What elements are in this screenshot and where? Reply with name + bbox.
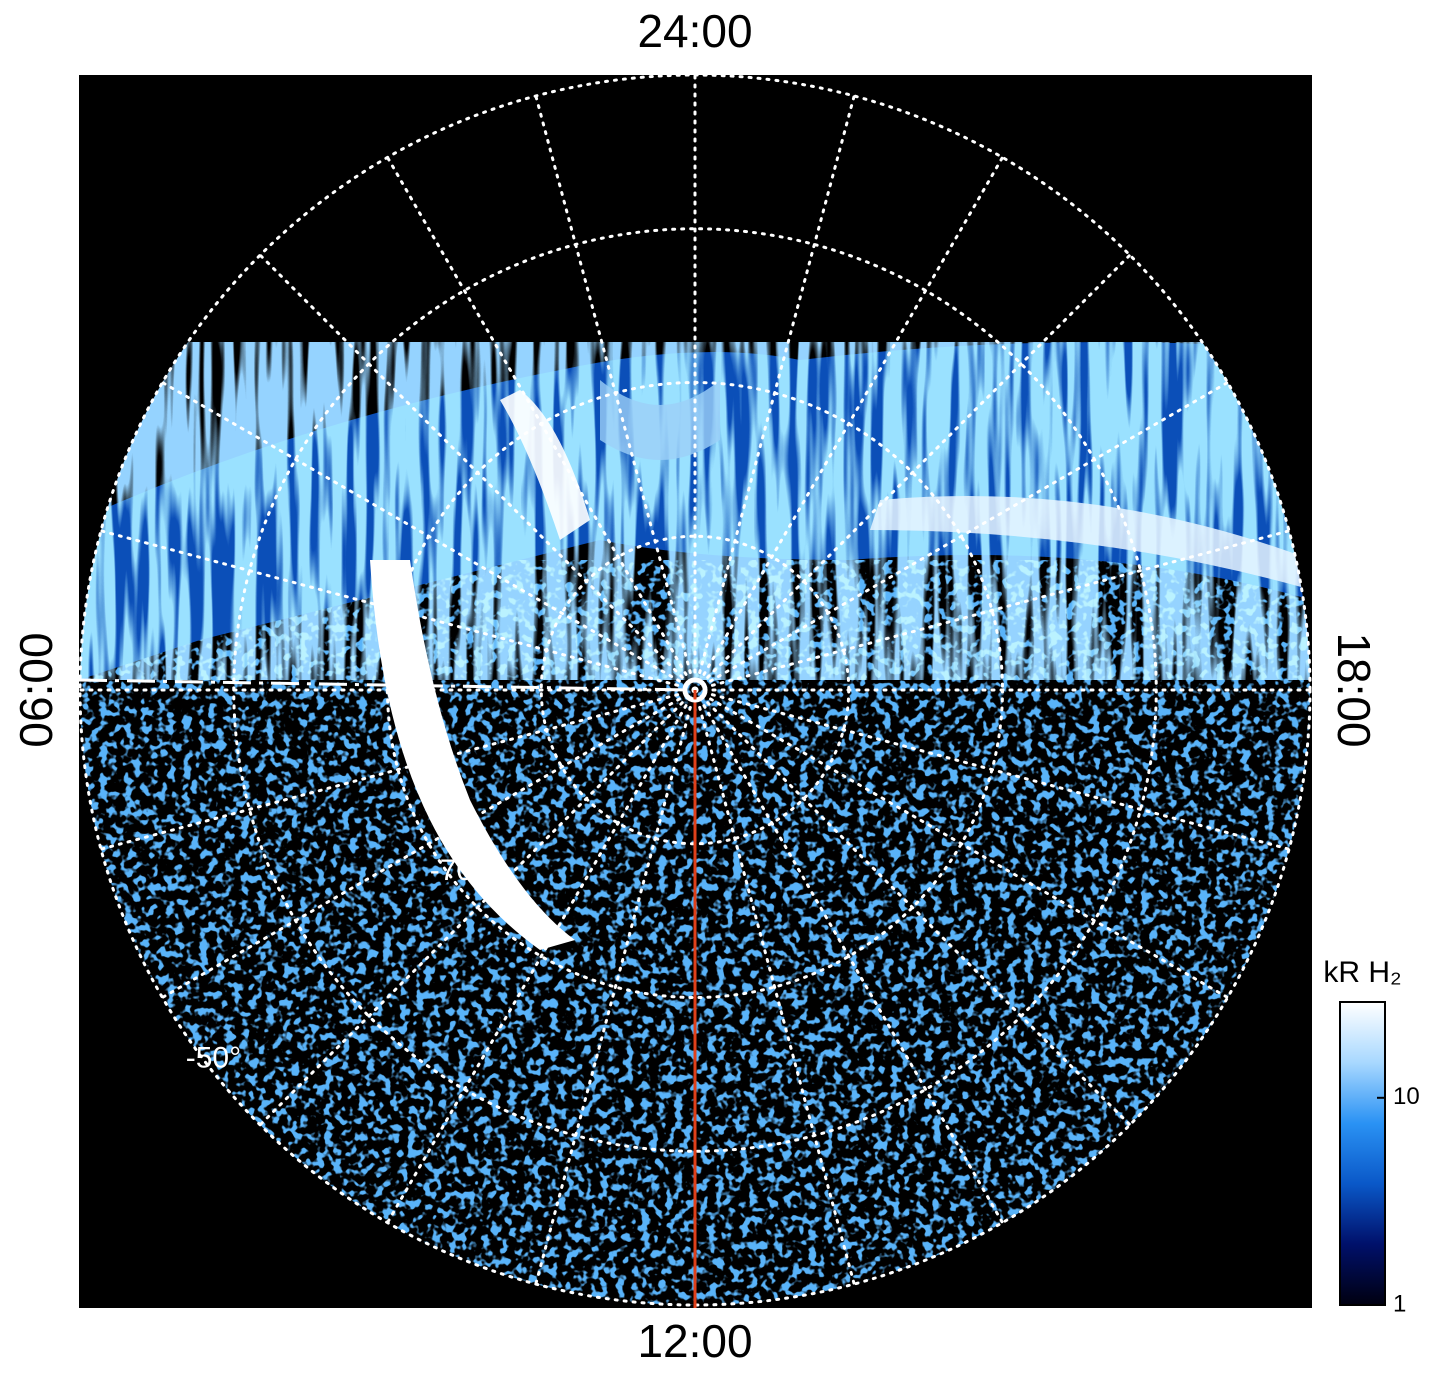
meridian xyxy=(693,381,1230,692)
lat-label: -50° xyxy=(186,1041,241,1074)
colorbar-title: kR H₂ xyxy=(1323,956,1401,989)
meridian xyxy=(258,688,697,1127)
colorbar-fill xyxy=(1339,1001,1386,1306)
grid xyxy=(78,73,1312,1307)
hour-label: 24:00 xyxy=(637,5,752,57)
meridian xyxy=(693,155,1004,692)
meridian xyxy=(693,94,856,692)
colorbar-tick-label: 10 xyxy=(1393,1083,1420,1110)
hour-label: 18:00 xyxy=(1328,632,1380,747)
pole-marker xyxy=(682,677,708,703)
meridian xyxy=(534,94,697,692)
meridian xyxy=(386,688,697,1225)
meridian xyxy=(693,688,1291,851)
hour-label: 12:00 xyxy=(637,1315,752,1367)
colorbar-tick-label: 1 xyxy=(1393,1290,1406,1317)
meridian xyxy=(693,688,1132,1127)
meridian xyxy=(693,253,1132,692)
meridian xyxy=(160,688,697,999)
meridian xyxy=(534,688,697,1286)
meridian xyxy=(693,688,856,1286)
meridian xyxy=(99,688,697,851)
meridian xyxy=(386,155,697,692)
meridian xyxy=(99,529,697,692)
bright-spot xyxy=(600,380,720,460)
labels: 24:00 06:00 12:00 18:00 -70° -50° xyxy=(10,5,1380,1367)
meridian xyxy=(258,253,697,692)
lat-label: -70° xyxy=(430,854,485,887)
bright-spot xyxy=(500,390,590,540)
bright-arc xyxy=(870,496,1310,590)
colorbar: kR H₂ 1 10 xyxy=(1323,956,1419,1317)
dawn-line xyxy=(78,678,691,692)
hour-label: 06:00 xyxy=(10,632,62,747)
meridian xyxy=(693,688,1004,1225)
meridian xyxy=(160,381,697,692)
meridian xyxy=(693,529,1291,692)
meridian xyxy=(693,688,1230,999)
bright-spot xyxy=(370,560,575,950)
